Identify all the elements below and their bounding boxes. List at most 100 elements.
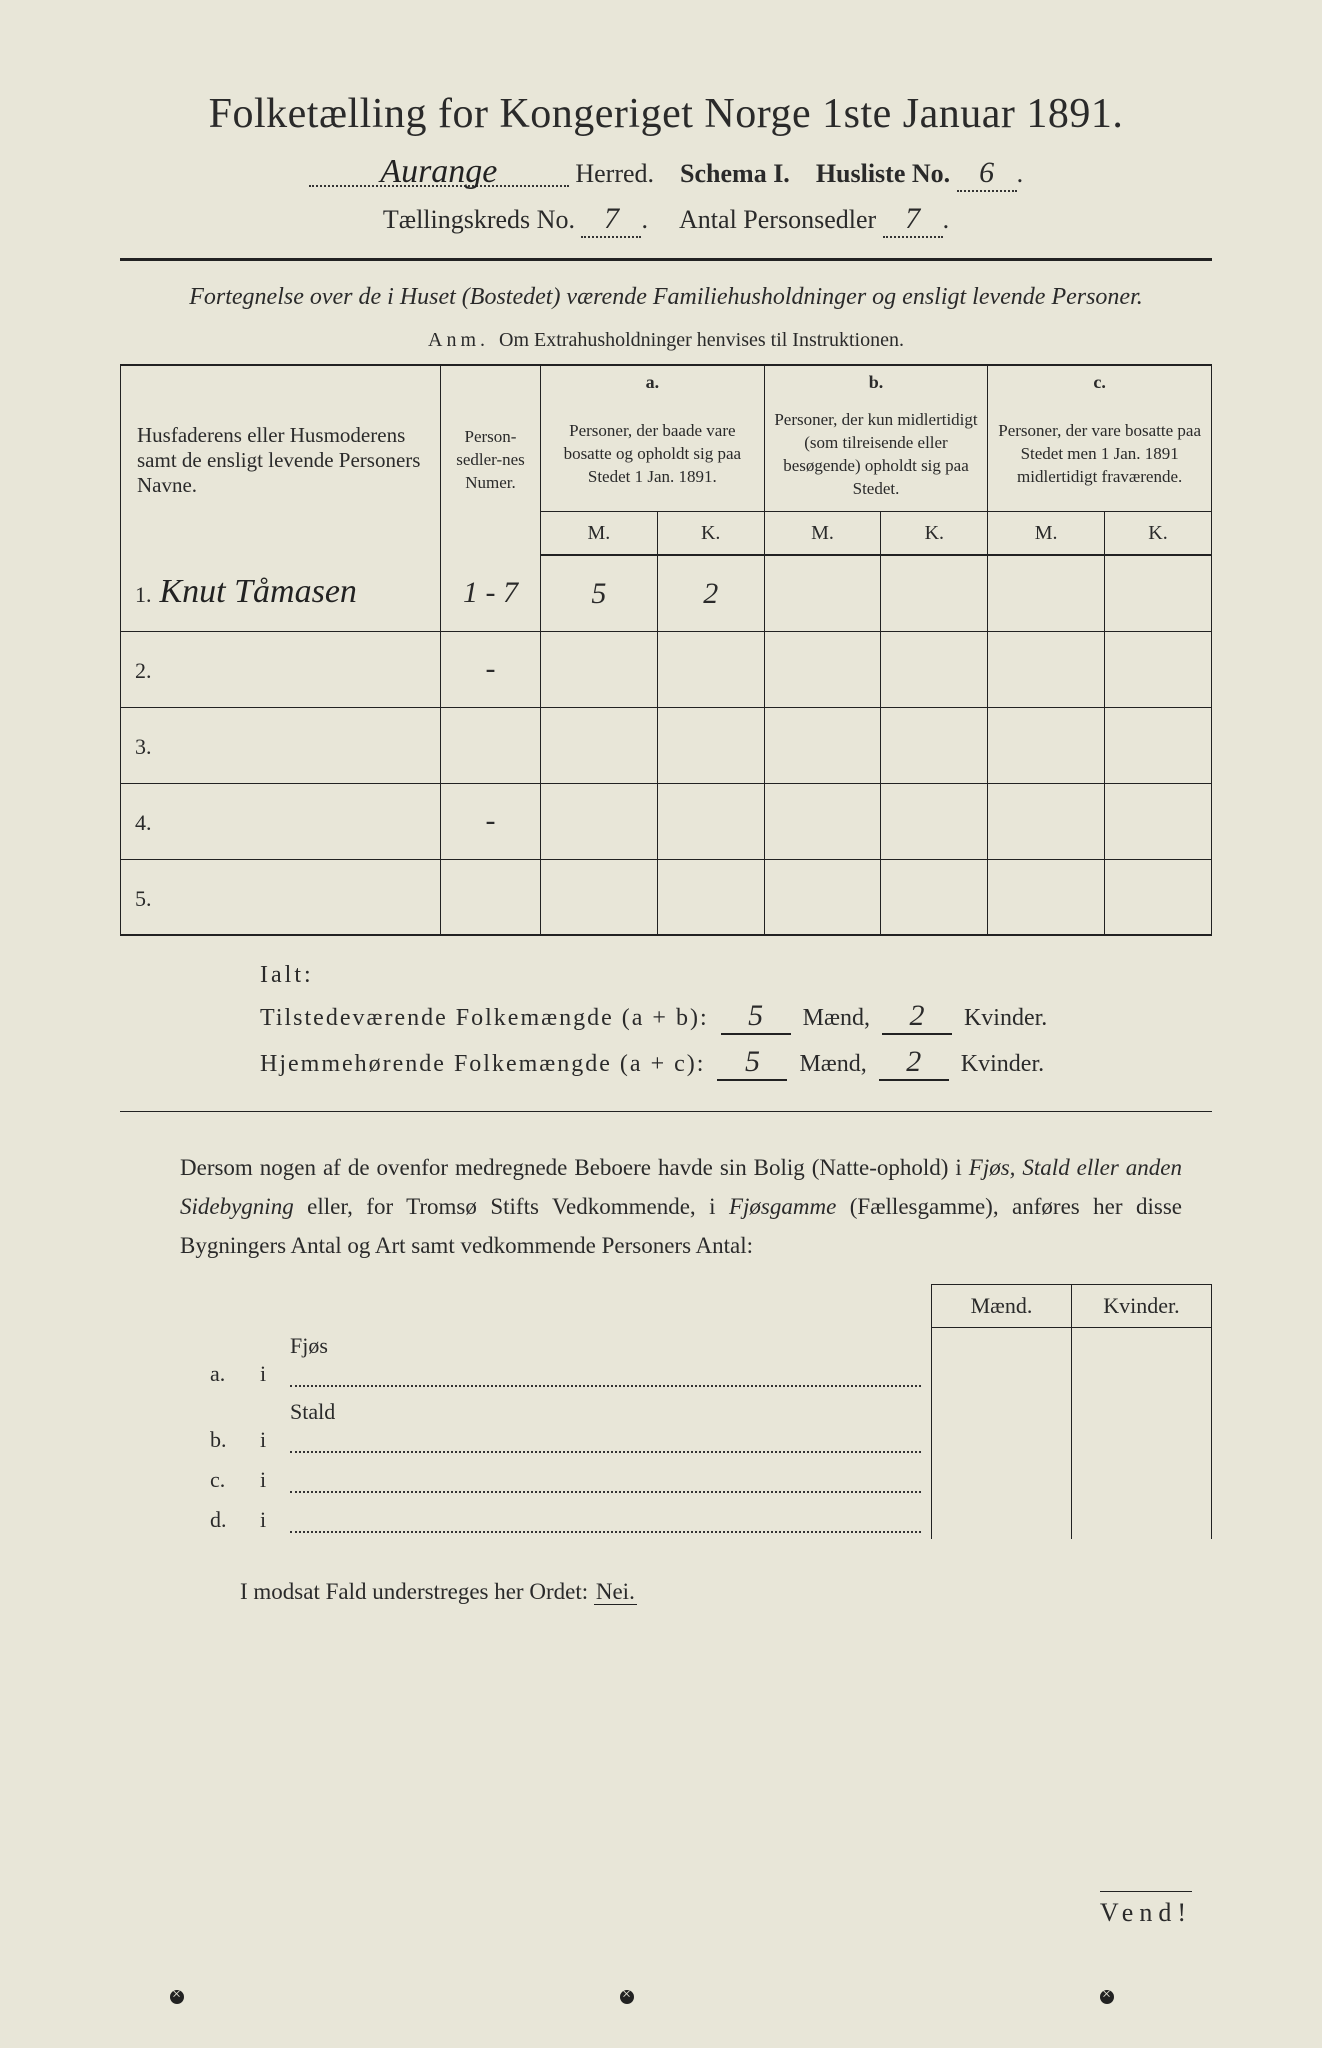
table-row: 2.- [121,631,1212,707]
anm-text: Om Extrahusholdninger henvises til Instr… [499,329,904,351]
side-letter: c. [200,1459,250,1499]
side-i: i [250,1499,280,1539]
header-line-1: Aurange Herred. Schema I. Husliste No. 6… [120,156,1212,192]
maend-label: Mænd, [799,1051,866,1077]
present-label: Tilstedeværende Folkemængde (a + b): [260,1005,709,1031]
body-paragraph: Dersom nogen af de ovenfor medregnede Be… [180,1148,1182,1265]
side-i: i [250,1459,280,1499]
kreds-label: Tællingskreds No. [383,205,575,234]
row-bk [881,707,988,783]
row-ak: 2 [657,555,764,631]
col-c-m: M. [988,511,1105,555]
home-label: Hjemmehørende Folkemængde (a + c): [260,1051,705,1077]
row-name: 2. [121,631,441,707]
maend-label: Mænd, [803,1005,870,1031]
col-a-k: K. [657,511,764,555]
side-row: c.i [200,1459,1212,1499]
side-kvinder-val [1072,1327,1212,1393]
nei-word: Nei. [594,1579,637,1605]
nei-text: I modsat Fald understreges her Ordet: [240,1579,594,1604]
row-name: 4. [121,783,441,859]
personsedler-value: 7 [883,202,943,238]
table-row: 1.Knut Tåmasen1 - 752 [121,555,1212,631]
col-a-text: Personer, der baade vare bosatte og opho… [541,399,765,511]
row-am [541,631,658,707]
row-am: 5 [541,555,658,631]
row-bm [764,783,881,859]
row-numer: 1 - 7 [441,555,541,631]
row-ck [1105,783,1212,859]
row-name: 3. [121,707,441,783]
row-name: 1.Knut Tåmasen [121,555,441,631]
nei-line: I modsat Fald understreges her Ordet: Ne… [240,1579,1212,1605]
side-i: i [250,1393,280,1459]
row-cm [988,859,1105,935]
side-maend: Mænd. [932,1284,1072,1327]
row-numer: - [441,631,541,707]
side-i: i [250,1327,280,1393]
col-name: Husfaderens eller Husmoderens samt de en… [121,365,441,555]
side-name [280,1499,932,1539]
row-bk [881,859,988,935]
side-row: a.iFjøs [200,1327,1212,1393]
table-row: 3. [121,707,1212,783]
side-kvinder-val [1072,1393,1212,1459]
home-m: 5 [717,1045,787,1081]
totals-block: Ialt: Tilstedeværende Folkemængde (a + b… [260,962,1212,1081]
kvinder-label: Kvinder. [961,1051,1044,1077]
husliste-value: 6 [957,156,1017,192]
side-letter: b. [200,1393,250,1459]
husliste-label: Husliste No. [816,159,950,188]
row-am [541,707,658,783]
col-a-label: a. [541,365,765,399]
side-name: Stald [280,1393,932,1459]
side-kvinder: Kvinder. [1072,1284,1212,1327]
row-numer [441,707,541,783]
col-b-text: Personer, der kun midlertidigt (som tilr… [764,399,988,511]
divider [120,1111,1212,1112]
row-bm [764,631,881,707]
col-c-text: Personer, der vare bosatte paa Stedet me… [988,399,1212,511]
row-ak [657,631,764,707]
ialt-label: Ialt: [260,962,1212,989]
row-bk [881,555,988,631]
herred-value: Aurange [309,158,569,187]
row-bm [764,859,881,935]
side-name: Fjøs [280,1327,932,1393]
kreds-value: 7 [581,202,641,238]
side-letter: a. [200,1327,250,1393]
row-bm [764,555,881,631]
row-name: 5. [121,859,441,935]
row-ck [1105,859,1212,935]
row-ck [1105,707,1212,783]
body-part2: eller, for Tromsø Stifts Vedkommende, i [294,1194,729,1219]
row-numer: - [441,783,541,859]
anm-label: Anm. [428,329,489,351]
table-row: 5. [121,859,1212,935]
side-maend-val [932,1393,1072,1459]
household-table: Husfaderens eller Husmoderens samt de en… [120,364,1212,936]
row-ck [1105,555,1212,631]
herred-label: Herred. [575,159,654,188]
row-ak [657,859,764,935]
row-ak [657,707,764,783]
col-numer: Person-sedler-nes Numer. [441,365,541,555]
header-line-2: Tællingskreds No. 7. Antal Personsedler … [120,202,1212,238]
anm-line: Anm. Om Extrahusholdninger henvises til … [120,329,1212,352]
row-am [541,783,658,859]
table-row: 4.- [121,783,1212,859]
side-row: b.iStald [200,1393,1212,1459]
vend-label: Vend! [1100,1891,1192,1928]
col-b-k: K. [881,511,988,555]
row-numer [441,859,541,935]
side-row: d.i [200,1499,1212,1539]
col-a-m: M. [541,511,658,555]
side-maend-val [932,1327,1072,1393]
divider [120,258,1212,261]
section-title: Fortegnelse over de i Huset (Bostedet) v… [160,279,1172,315]
side-maend-val [932,1499,1072,1539]
side-kvinder-val [1072,1499,1212,1539]
row-cm [988,707,1105,783]
col-c-k: K. [1105,511,1212,555]
row-am [541,859,658,935]
